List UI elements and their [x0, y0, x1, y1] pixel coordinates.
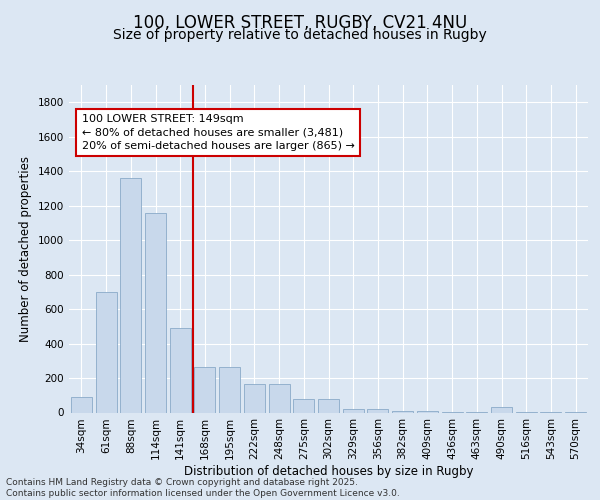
- Bar: [219, 367, 240, 412]
- Bar: [491, 408, 512, 412]
- Text: 100, LOWER STREET, RUGBY, CV21 4NU: 100, LOWER STREET, RUGBY, CV21 4NU: [133, 14, 467, 32]
- Text: Contains HM Land Registry data © Crown copyright and database right 2025.
Contai: Contains HM Land Registry data © Crown c…: [6, 478, 400, 498]
- X-axis label: Distribution of detached houses by size in Rugby: Distribution of detached houses by size …: [184, 465, 473, 478]
- Bar: [145, 212, 166, 412]
- Bar: [318, 398, 339, 412]
- Bar: [367, 409, 388, 412]
- Bar: [170, 328, 191, 412]
- Bar: [269, 384, 290, 412]
- Bar: [120, 178, 141, 412]
- Bar: [343, 409, 364, 412]
- Y-axis label: Number of detached properties: Number of detached properties: [19, 156, 32, 342]
- Bar: [392, 411, 413, 412]
- Bar: [194, 367, 215, 412]
- Bar: [293, 398, 314, 412]
- Bar: [417, 411, 438, 412]
- Bar: [95, 292, 116, 412]
- Text: 100 LOWER STREET: 149sqm
← 80% of detached houses are smaller (3,481)
20% of sem: 100 LOWER STREET: 149sqm ← 80% of detach…: [82, 114, 355, 150]
- Bar: [244, 384, 265, 412]
- Text: Size of property relative to detached houses in Rugby: Size of property relative to detached ho…: [113, 28, 487, 42]
- Bar: [71, 397, 92, 412]
